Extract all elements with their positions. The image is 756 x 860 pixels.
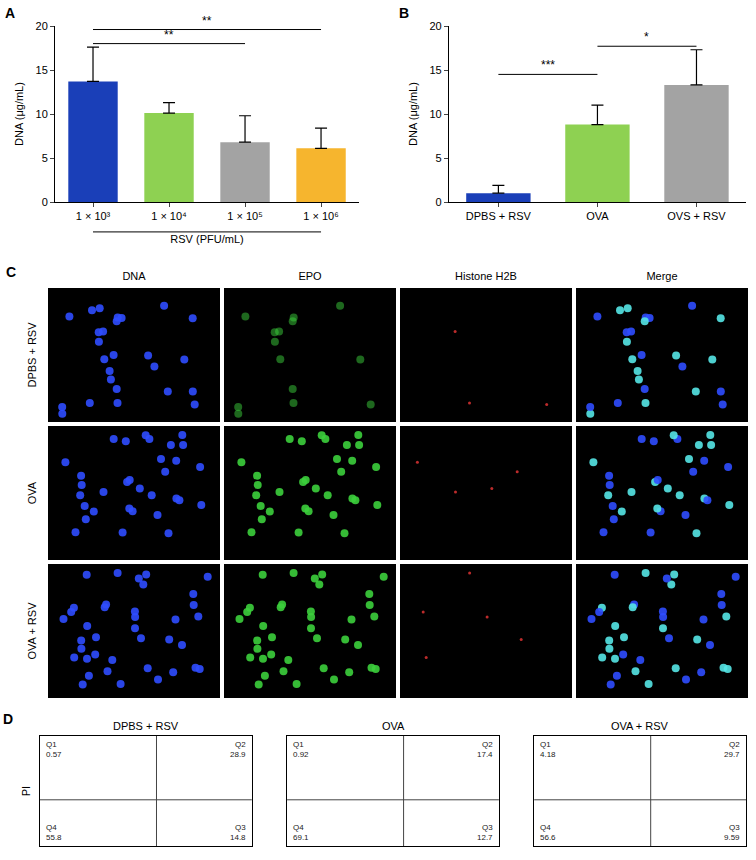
svg-text:Q10.57: Q10.57 — [46, 740, 62, 759]
svg-text:DPBS + RSV: DPBS + RSV — [466, 210, 532, 222]
svg-text:OVA: OVA — [382, 720, 405, 732]
svg-text:1 × 10³: 1 × 10³ — [76, 210, 111, 222]
svg-text:Q228.9: Q228.9 — [230, 740, 246, 759]
html-text:OVA: OVA — [26, 481, 38, 505]
svg-text:5: 5 — [436, 152, 442, 164]
svg-text:Q14.18: Q14.18 — [540, 740, 556, 759]
svg-text:DNA (μg/mL): DNA (μg/mL) — [407, 82, 419, 146]
svg-text:15: 15 — [36, 64, 48, 76]
svg-text:20: 20 — [36, 20, 48, 32]
svg-text:**: ** — [202, 14, 212, 28]
svg-text:A: A — [5, 5, 15, 21]
svg-text:OVA + RSV: OVA + RSV — [611, 720, 669, 732]
svg-text:0: 0 — [436, 196, 442, 208]
html-text:Merge: Merge — [646, 270, 678, 282]
svg-text:1 × 10⁵: 1 × 10⁵ — [227, 210, 262, 222]
svg-text:10: 10 — [429, 108, 441, 120]
svg-text:Q229.7: Q229.7 — [724, 740, 740, 759]
svg-text:OVA: OVA — [586, 210, 609, 222]
svg-text:15: 15 — [429, 64, 441, 76]
svg-text:Q10.92: Q10.92 — [293, 740, 309, 759]
svg-text:20: 20 — [429, 20, 441, 32]
svg-text:PI: PI — [20, 786, 32, 796]
html-text:EPO: EPO — [298, 270, 322, 282]
svg-text:10: 10 — [36, 108, 48, 120]
svg-text:Q469.1: Q469.1 — [293, 823, 309, 842]
svg-text:1 × 10⁶: 1 × 10⁶ — [303, 210, 338, 222]
svg-text:DPBS + RSV: DPBS + RSV — [113, 720, 179, 732]
svg-text:**: ** — [164, 28, 174, 42]
svg-text:RSV (PFU/mL): RSV (PFU/mL) — [170, 233, 243, 245]
svg-text:B: B — [399, 5, 409, 21]
svg-text:5: 5 — [42, 152, 48, 164]
svg-text:OVS + RSV: OVS + RSV — [667, 210, 726, 222]
svg-text:DNA (μg/mL): DNA (μg/mL) — [13, 82, 25, 146]
svg-text:Q456.6: Q456.6 — [540, 823, 556, 842]
html-text:OVA + RSV: OVA + RSV — [26, 602, 38, 660]
svg-text:Q314.8: Q314.8 — [230, 823, 246, 842]
svg-text:Q455.8: Q455.8 — [46, 823, 62, 842]
svg-text:***: *** — [541, 58, 555, 72]
html-text:Histone H2B: Histone H2B — [455, 270, 517, 282]
html-text:C: C — [6, 264, 17, 280]
svg-text:1 × 10⁴: 1 × 10⁴ — [151, 210, 187, 222]
svg-text:Q39.59: Q39.59 — [724, 823, 740, 842]
svg-text:0: 0 — [42, 196, 48, 208]
svg-text:*: * — [644, 30, 649, 44]
svg-text:Q312.7: Q312.7 — [477, 823, 493, 842]
html-text:DPBS + RSV: DPBS + RSV — [26, 322, 38, 388]
html-text:DNA: DNA — [122, 270, 146, 282]
svg-text:Q217.4: Q217.4 — [477, 740, 493, 759]
svg-text:D: D — [3, 711, 13, 727]
